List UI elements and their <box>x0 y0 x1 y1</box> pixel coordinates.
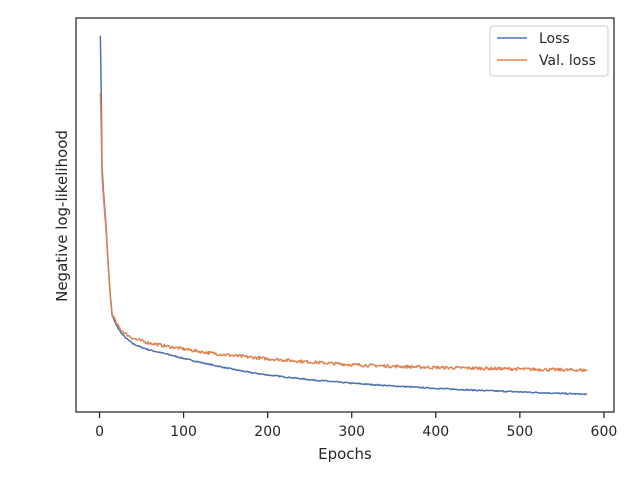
x-tick-label: 100 <box>170 424 197 440</box>
series-line-loss <box>99 35 588 396</box>
x-tick-label: 0 <box>95 424 104 440</box>
x-tick-label: 500 <box>506 424 533 440</box>
legend: Loss Val. loss <box>489 25 609 77</box>
x-axis-label: Epochs <box>318 445 372 463</box>
x-tick-label: 400 <box>422 424 449 440</box>
x-tick-label: 600 <box>591 424 618 440</box>
plot-area <box>76 18 614 412</box>
series-line-val-loss <box>99 92 588 373</box>
series-layer <box>99 35 588 396</box>
legend-label-val-loss: Val. loss <box>539 53 596 69</box>
plot-frame <box>75 17 615 413</box>
x-axis-ticks: 0 100 200 300 400 500 600 <box>95 412 617 440</box>
x-tick-label: 300 <box>338 424 365 440</box>
legend-label-loss: Loss <box>539 31 570 47</box>
y-axis-label: Negative log-likelihood <box>53 130 71 302</box>
x-tick-label: 200 <box>254 424 281 440</box>
